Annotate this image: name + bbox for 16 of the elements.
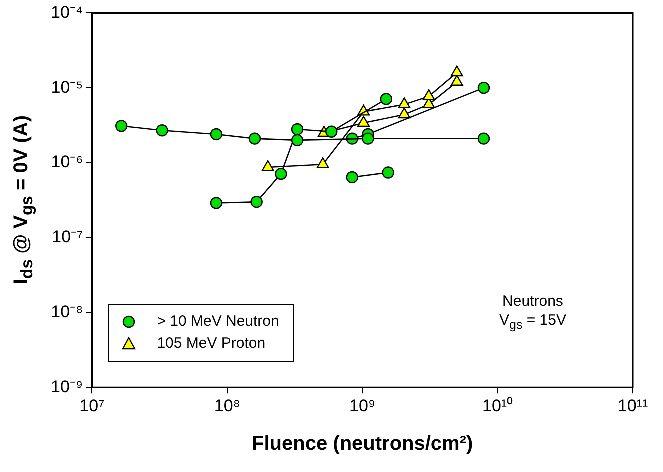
x-tick-label: 10⁸ xyxy=(214,396,240,416)
y-tick-label: 10⁻⁴ xyxy=(50,2,84,22)
y-tick-label: 10⁻⁷ xyxy=(52,228,84,247)
x-tick-label: 10⁹ xyxy=(350,396,376,416)
x-tick-label: 10¹¹ xyxy=(618,396,648,416)
x-tick-label: 10⁷ xyxy=(80,396,105,416)
y-tick-label: 10⁻⁵ xyxy=(51,78,84,97)
annotation: Neutrons xyxy=(502,292,564,310)
legend-label: 105 MeV Proton xyxy=(157,334,266,352)
y-tick-label: 10⁻⁶ xyxy=(51,152,84,172)
y-tick-label: 10⁻⁸ xyxy=(51,302,84,322)
legend-label: > 10 MeV Neutron xyxy=(157,312,280,330)
x-axis-title: Fluence (neutrons/cm²) xyxy=(252,433,474,456)
x-tick-label: 10¹⁰ xyxy=(482,396,514,416)
y-tick-label: 10⁻⁹ xyxy=(51,377,84,396)
annotation: V$_{gs}$ = 15V xyxy=(499,312,567,332)
